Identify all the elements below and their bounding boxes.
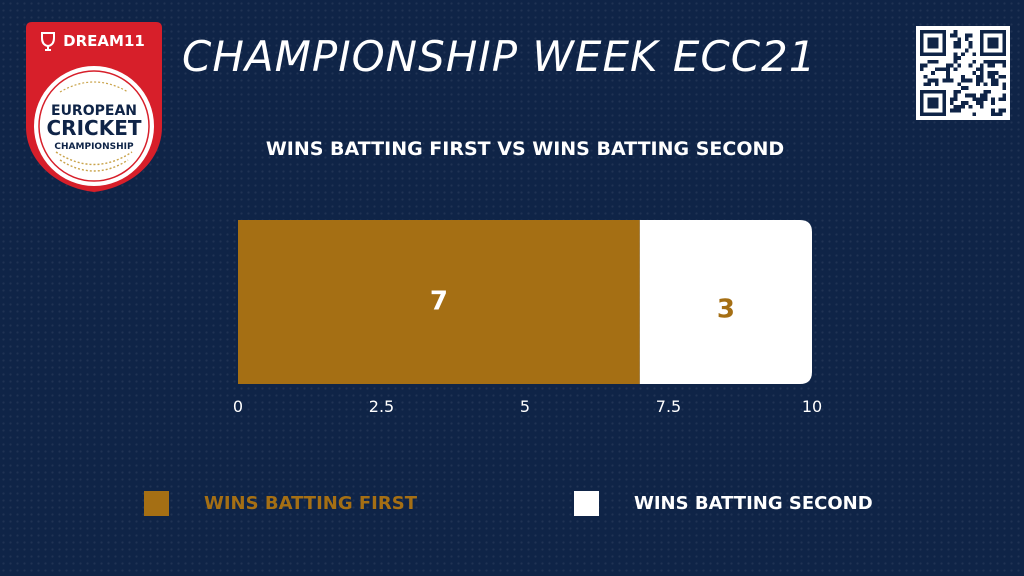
chart-title: WINS BATTING FIRST VS WINS BATTING SECON…	[265, 138, 785, 160]
x-tick-label: 10	[802, 397, 822, 416]
logo-line2: CRICKET	[47, 116, 142, 140]
data-label-second: 3	[717, 295, 735, 325]
data-label-first: 7	[430, 287, 448, 317]
x-tick-label: 5	[520, 397, 530, 416]
qr-code-icon[interactable]	[916, 26, 1010, 120]
legend-item-first: WINS BATTING FIRST	[144, 491, 417, 516]
legend-swatch-first	[144, 491, 169, 516]
trophy-icon	[41, 32, 55, 51]
x-tick-label: 2.5	[369, 397, 394, 416]
ecc-logo: DREAM11 EUROPEAN CRICKET CHAMPIONSHIP	[26, 22, 162, 192]
legend-swatch-second	[574, 491, 599, 516]
x-tick-label: 0	[233, 397, 243, 416]
legend-label-first: WINS BATTING FIRST	[204, 493, 417, 514]
logo-line3: CHAMPIONSHIP	[54, 142, 134, 152]
bar-wins-batting-second	[639, 220, 812, 384]
logo-line1: EUROPEAN	[51, 103, 137, 119]
page-title: CHAMPIONSHIP WEEK ECC21	[182, 32, 817, 81]
legend-item-second: WINS BATTING SECOND	[574, 491, 873, 516]
legend-label-second: WINS BATTING SECOND	[634, 493, 873, 514]
bar-wins-batting-first	[238, 220, 640, 384]
logo-brand: DREAM11	[63, 32, 145, 50]
x-tick-label: 7.5	[656, 397, 681, 416]
